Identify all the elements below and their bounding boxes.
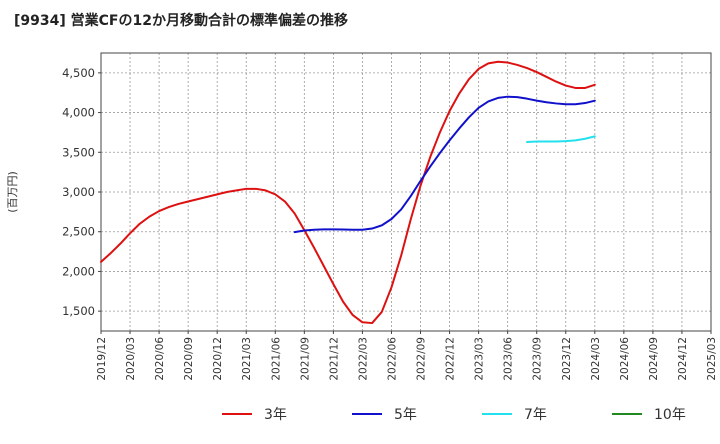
y-tick-label: 3,500	[62, 145, 95, 159]
x-tick-label: 2024/03	[590, 337, 602, 381]
y-tick-label: 1,500	[62, 304, 95, 318]
series-line-5年	[293, 95, 596, 234]
x-tick-label: 2023/03	[474, 337, 486, 381]
x-tick-label: 2024/09	[648, 337, 660, 381]
x-tick-label: 2020/03	[125, 337, 137, 381]
x-tick-label: 2022/06	[386, 337, 398, 381]
legend-label: 5年	[394, 407, 417, 423]
x-tick-label: 2020/12	[212, 337, 224, 381]
y-tick-label: 2,000	[62, 264, 95, 278]
x-tick-label: 2021/12	[328, 337, 340, 381]
series-line-3年	[100, 60, 596, 325]
x-tick-label: 2023/09	[532, 337, 544, 381]
x-tick-label: 2024/06	[619, 337, 631, 381]
y-tick-label: 2,500	[62, 225, 95, 239]
x-tick-label: 2019/12	[96, 337, 108, 381]
x-tick-label: 2022/12	[445, 337, 457, 381]
legend-label: 10年	[654, 407, 686, 423]
y-axis-label: (百万円)	[6, 171, 19, 213]
x-tick-label: 2025/03	[706, 337, 718, 381]
x-tick-label: 2021/06	[270, 337, 282, 381]
x-tick-label: 2020/09	[183, 337, 195, 381]
grid-lines	[100, 53, 712, 331]
x-tick-label: 2022/09	[416, 337, 428, 381]
x-tick-label: 2024/12	[677, 337, 689, 381]
x-tick-label: 2023/12	[561, 337, 573, 381]
y-tick-label: 4,500	[62, 66, 95, 80]
y-tick-label: 4,000	[62, 106, 95, 120]
series-line-7年	[526, 135, 596, 143]
x-tick-label: 2020/06	[154, 337, 166, 381]
x-tick-label: 2023/06	[503, 337, 515, 381]
x-tick-label: 2022/03	[357, 337, 369, 381]
y-tick-label: 3,000	[62, 185, 95, 199]
legend-label: 3年	[264, 407, 287, 423]
x-tick-label: 2021/09	[299, 337, 311, 381]
chart-title: [9934] 営業CFの12か月移動合計の標準偏差の推移	[14, 13, 348, 29]
legend-label: 7年	[524, 407, 547, 423]
x-tick-label: 2021/03	[241, 337, 253, 381]
